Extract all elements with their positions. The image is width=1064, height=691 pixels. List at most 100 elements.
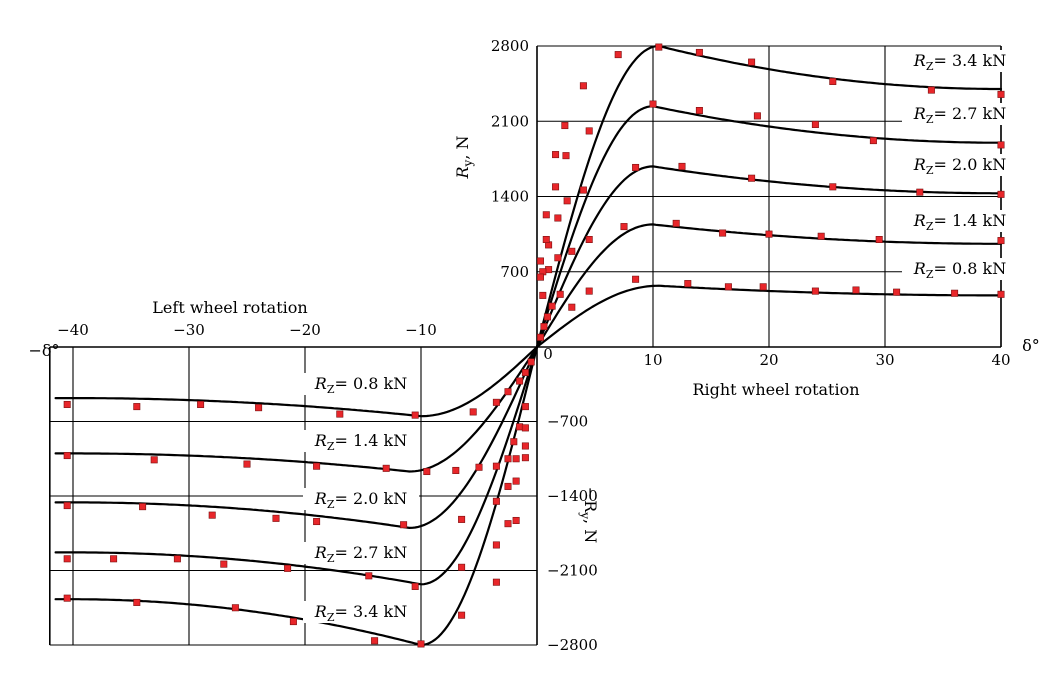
curve-label-left-bg	[303, 430, 419, 452]
y-axis-label-top-suffix: , N	[453, 136, 472, 160]
data-point	[875, 236, 883, 244]
left-wheel-label: Left wheel rotation	[152, 298, 307, 317]
labels: Left wheel rotation Right wheel rotation…	[28, 37, 1039, 654]
curve-label-right-sub: Z	[926, 113, 934, 126]
curve-label-right-sub: Z	[926, 60, 934, 73]
curve-label-right-prefix: R	[913, 259, 926, 278]
data-point	[620, 223, 628, 231]
curve-label-right-bg	[902, 50, 1018, 72]
data-point	[829, 77, 837, 85]
data-point	[469, 408, 477, 416]
data-point	[313, 462, 321, 470]
x-tick-label: −40	[57, 321, 89, 339]
data-point	[869, 137, 877, 145]
data-point	[516, 423, 524, 431]
fitted-curves	[54, 44, 1003, 647]
y-axis-label-bottom-sub: y	[578, 511, 592, 519]
curve-label-left-prefix: R	[314, 374, 327, 393]
y-axis-label-top: Ry, N	[453, 136, 475, 180]
data-point	[173, 555, 181, 563]
data-point	[208, 511, 216, 519]
curve-label-right-bg	[902, 210, 1018, 232]
data-point	[585, 236, 593, 244]
curve-1	[54, 284, 1003, 418]
data-point	[585, 287, 593, 295]
data-point	[893, 288, 901, 296]
data-point	[423, 468, 431, 476]
data-point	[684, 280, 692, 288]
data-point	[748, 58, 756, 66]
curve-label-left: RZ= 1.4 kN	[314, 431, 407, 453]
data-point	[110, 555, 118, 563]
data-point	[927, 86, 935, 94]
x-tick-label: 30	[875, 351, 894, 369]
data-point	[512, 516, 520, 524]
curve-label-right-bg	[902, 154, 1018, 176]
data-point	[63, 594, 71, 602]
data-point	[504, 455, 512, 463]
right-wheel-label: Right wheel rotation	[692, 380, 859, 399]
data-point	[543, 313, 551, 321]
curve-5	[54, 44, 1003, 647]
data-point	[458, 563, 466, 571]
curve-2	[54, 223, 1003, 473]
data-point	[852, 286, 860, 294]
data-point	[724, 283, 732, 291]
data-point	[753, 112, 761, 120]
data-point	[63, 400, 71, 408]
data-point	[521, 369, 529, 377]
data-point	[554, 214, 562, 222]
data-point	[997, 141, 1005, 149]
data-point	[284, 564, 292, 572]
data-point	[719, 229, 727, 237]
data-point	[243, 460, 251, 468]
x-tick-label: 40	[991, 351, 1010, 369]
measured-points	[63, 43, 1005, 648]
neg-x-axis-label: −δ°	[28, 341, 59, 360]
y-axis-label-bottom-suffix: , N	[581, 519, 600, 543]
curve-label-right-sub: Z	[926, 164, 934, 177]
data-point	[579, 82, 587, 90]
data-point	[63, 452, 71, 460]
data-point	[649, 100, 657, 108]
data-point	[916, 188, 924, 196]
curve-label-left-prefix: R	[314, 602, 327, 621]
data-point	[458, 611, 466, 619]
data-point	[512, 477, 520, 485]
y-tick-label: 2100	[491, 112, 529, 130]
y-axis-label-top-prefix: R	[453, 166, 472, 179]
x-tick-label: −20	[289, 321, 321, 339]
data-point	[63, 555, 71, 563]
y-tick-label: −2800	[547, 636, 598, 654]
data-point	[521, 442, 529, 450]
curve-4	[54, 105, 1003, 586]
curve-label-left-bg	[303, 542, 419, 564]
data-point	[556, 290, 564, 298]
curve-label-left-sub: Z	[327, 440, 335, 453]
curve-label-right-value: = 1.4 kN	[933, 211, 1006, 230]
data-point	[365, 572, 373, 580]
y-tick-label: 700	[500, 263, 529, 281]
data-point	[678, 162, 686, 170]
data-point	[672, 219, 680, 227]
curve-label-left-value: = 3.4 kN	[334, 602, 407, 621]
curve-label-right: RZ= 2.0 kN	[913, 155, 1006, 177]
data-point	[540, 323, 548, 331]
data-point	[475, 463, 483, 471]
curve-label-left: RZ= 2.7 kN	[314, 543, 407, 565]
curve-label-left-value: = 1.4 kN	[334, 431, 407, 450]
data-point	[133, 598, 141, 606]
data-point	[63, 502, 71, 510]
data-point	[510, 438, 518, 446]
curve-label-right-bg	[902, 258, 1018, 280]
data-point	[452, 466, 460, 474]
x-axis-label: δ°	[1022, 336, 1040, 355]
data-point	[554, 254, 562, 262]
data-point	[133, 403, 141, 411]
data-point	[492, 462, 500, 470]
data-point	[516, 377, 524, 385]
curve-label-left: RZ= 3.4 kN	[314, 602, 407, 624]
data-point	[568, 303, 576, 311]
curve-label-right-prefix: R	[913, 104, 926, 123]
